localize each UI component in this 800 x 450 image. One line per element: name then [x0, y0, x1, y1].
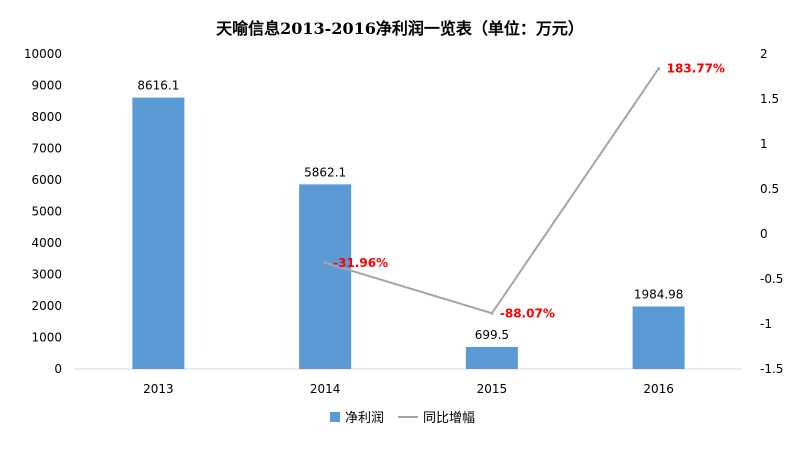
y-right-tick-label: 2	[760, 47, 768, 61]
y-left-tick-label: 8000	[31, 110, 62, 124]
bar-value-label: 5862.1	[304, 165, 346, 179]
y-right-tick-label: -1.5	[760, 362, 783, 376]
bar-value-label: 699.5	[475, 328, 509, 342]
bar	[132, 97, 185, 370]
line-point	[657, 67, 661, 71]
yoy-line	[324, 68, 660, 315]
legend-bar-swatch	[330, 412, 340, 422]
legend-label-yoy-growth: 同比增幅	[423, 411, 475, 426]
y-left-tick-label: 5000	[31, 205, 62, 219]
y-right-tick-label: 0	[760, 227, 768, 241]
legend: 净利润 同比增幅	[330, 411, 475, 426]
y-left-tick-label: 0	[54, 362, 62, 376]
y-left-tick-label: 7000	[31, 142, 62, 156]
y-left-tick-label: 9000	[31, 79, 62, 93]
line-value-label: 183.77%	[667, 62, 725, 76]
bar-series: 8616.1 5862.1 699.5 1984.98	[132, 79, 685, 370]
line-value-label: -88.07%	[500, 306, 555, 320]
x-tick-label: 2013	[143, 382, 174, 396]
x-tick-label: 2014	[310, 382, 341, 396]
y-right-tick-label: -1	[760, 317, 772, 331]
y-left-tick-label: 4000	[31, 236, 62, 250]
y-left-tick-label: 6000	[31, 173, 62, 187]
y-right-tick-label: 0.5	[760, 182, 779, 196]
bar	[299, 184, 352, 369]
axes: 0100020003000400050006000700080009000100…	[24, 47, 784, 396]
bar-value-label: 8616.1	[137, 79, 179, 93]
y-left-tick-label: 10000	[24, 47, 62, 61]
line-point	[490, 311, 494, 315]
y-right-tick-label: 1.5	[760, 92, 779, 106]
x-tick-label: 2016	[643, 382, 674, 396]
y-left-tick-label: 1000	[31, 331, 62, 345]
bar	[465, 346, 518, 369]
legend-label-net-profit: 净利润	[345, 411, 384, 426]
line-series: -31.96% -88.07% 183.77%	[323, 62, 725, 320]
line-point	[323, 261, 327, 265]
y-right-tick-label: -0.5	[760, 272, 783, 286]
bar-value-label: 1984.98	[634, 287, 684, 301]
line-value-label: -31.96%	[333, 256, 388, 270]
bar	[632, 306, 685, 369]
y-left-tick-label: 2000	[31, 299, 62, 313]
x-tick-label: 2015	[477, 382, 508, 396]
chart-title: 天喻信息2013-2016净利润一览表（单位：万元）	[216, 19, 584, 38]
y-right-tick-label: 1	[760, 137, 768, 151]
y-left-tick-label: 3000	[31, 268, 62, 282]
